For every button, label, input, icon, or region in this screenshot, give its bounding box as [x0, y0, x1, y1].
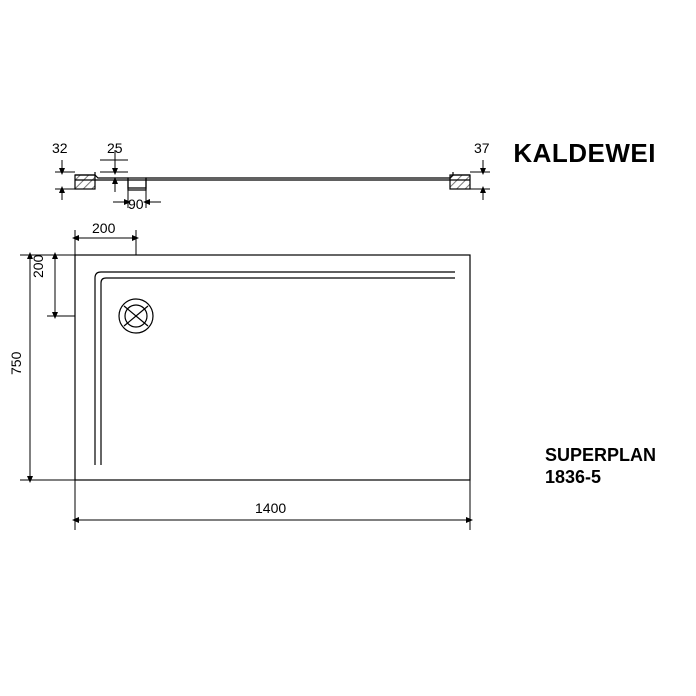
dim-200v: 200 [30, 255, 46, 278]
dim-37: 37 [474, 140, 490, 156]
plan-view [75, 255, 470, 480]
side-elevation [75, 172, 470, 190]
dim-200h: 200 [92, 220, 115, 236]
dim-25: 25 [107, 140, 123, 156]
product-name: SUPERPLAN 1836-5 [545, 445, 656, 488]
technical-drawing [0, 0, 696, 696]
dim-32: 32 [52, 140, 68, 156]
dim-750: 750 [8, 352, 24, 375]
dim-1400: 1400 [255, 500, 286, 516]
dim-90: 90 [128, 196, 144, 212]
product-line1: SUPERPLAN [545, 445, 656, 467]
side-elevation-dimensions [55, 150, 490, 208]
plan-view-dimensions [20, 230, 470, 530]
brand-logo: KALDEWEI [513, 138, 656, 169]
product-line2: 1836-5 [545, 467, 656, 489]
